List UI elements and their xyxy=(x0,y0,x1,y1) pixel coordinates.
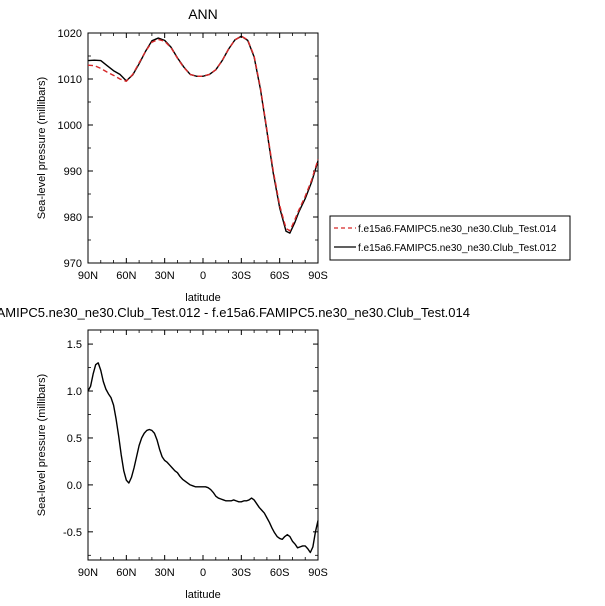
plot-frame xyxy=(87,329,319,561)
y-tick-label: 0.0 xyxy=(67,480,82,492)
legend-label-test-014: f.e15a6.FAMIPC5.ne30_ne30.Club_Test.014 xyxy=(358,224,557,235)
x-tick-label: 90S xyxy=(308,270,328,282)
x-tick-label: 90S xyxy=(308,567,328,579)
x-tick-label: 60N xyxy=(116,270,136,282)
y-tick-label: 990 xyxy=(64,166,82,178)
legend-label-test-012: f.e15a6.FAMIPC5.ne30_ne30.Club_Test.012 xyxy=(358,243,557,254)
y-axis-label: Sea-level pressure (millibars) xyxy=(36,77,48,219)
series-line-1 xyxy=(87,362,319,554)
x-tick-label: 30S xyxy=(232,270,252,282)
y-tick-label: 1.5 xyxy=(67,339,82,351)
series-line-1 xyxy=(87,35,319,234)
panel-bottom: f.e15a6.FAMIPC5.ne30_ne30.Club_Test.012 … xyxy=(0,305,470,601)
y-tick-label: 1010 xyxy=(58,74,82,86)
y-axis-label: Sea-level pressure (millibars) xyxy=(36,374,48,516)
x-tick-label: 90N xyxy=(78,270,98,282)
difference-chart-title: f.e15a6.FAMIPC5.ne30_ne30.Club_Test.012 … xyxy=(0,305,470,320)
x-tick-label: 60N xyxy=(116,567,136,579)
y-tick-label: 1000 xyxy=(58,120,82,132)
legend-box xyxy=(329,215,571,261)
x-tick-label: 90N xyxy=(78,567,98,579)
x-tick-label: 30S xyxy=(232,567,252,579)
y-tick-label: 980 xyxy=(64,212,82,224)
y-tick-label: 1.0 xyxy=(67,386,82,398)
y-tick-label: -0.5 xyxy=(63,527,82,539)
x-tick-label: 0 xyxy=(200,270,206,282)
series-line-2 xyxy=(87,35,319,232)
x-axis-label: latitude xyxy=(185,292,220,304)
y-tick-label: 1020 xyxy=(58,28,82,40)
x-tick-label: 0 xyxy=(200,567,206,579)
y-tick-label: 0.5 xyxy=(67,433,82,445)
chart-title: ANN xyxy=(188,6,218,22)
plot-frame xyxy=(87,32,319,264)
x-tick-label: 30N xyxy=(155,567,175,579)
legend: f.e15a6.FAMIPC5.ne30_ne30.Club_Test.014 … xyxy=(329,215,571,261)
x-tick-label: 60S xyxy=(270,270,290,282)
x-axis-label: latitude xyxy=(185,589,220,601)
panel-top: ANN 970 980 990 1000 1010 1020 90N 60N 30N 0 30S 6… xyxy=(36,6,571,304)
x-tick-label: 30N xyxy=(155,270,175,282)
x-tick-label: 60S xyxy=(270,567,290,579)
y-tick-label: 970 xyxy=(64,258,82,270)
